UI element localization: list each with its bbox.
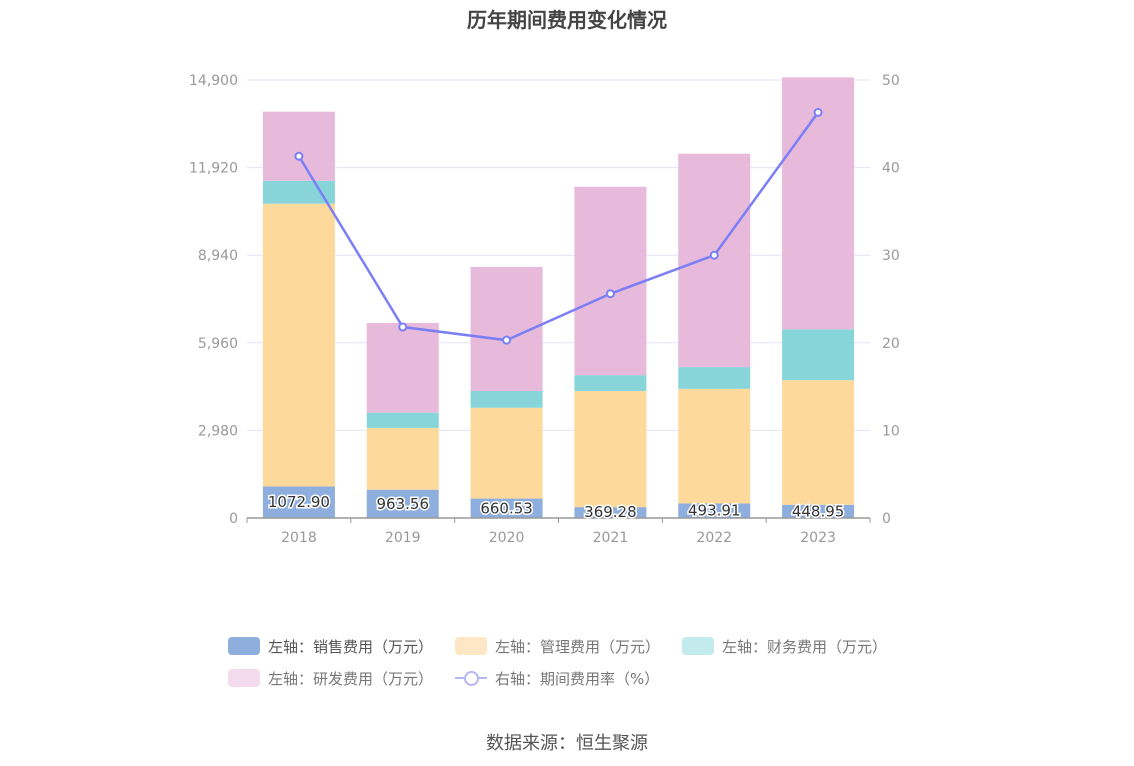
bar-segment-1 — [470, 407, 543, 499]
bar-segment-2 — [782, 329, 855, 381]
stacked-bar-line-chart: 0 0 2,980 10 5,960 20 8,940 30 11,920 40 14,900 50 2… — [189, 73, 900, 546]
rate-line — [297, 111, 820, 342]
bar-segment-2 — [470, 390, 543, 408]
legend-swatch-admin — [455, 637, 488, 655]
right-axis-tick-label: 40 — [882, 161, 900, 177]
bar-segment-0 — [470, 498, 543, 518]
bar-segment-1 — [366, 427, 439, 490]
bar-segment-3 — [574, 186, 647, 376]
legend-label-rate: 右轴：期间费用率（%） — [495, 669, 660, 688]
legend-item-finance[interactable]: 左轴：财务费用（万元） — [682, 636, 887, 657]
legend-swatch-rnd — [228, 669, 260, 687]
legend-item-rnd[interactable]: 左轴：研发费用（万元） — [228, 668, 433, 689]
legend-swatch-sales — [228, 637, 260, 655]
data-label: 369.28 — [584, 503, 637, 521]
rate-point — [709, 250, 719, 260]
legend-swatch-finance — [682, 637, 715, 655]
right-axis-tick-label: 10 — [882, 423, 900, 439]
data-label: 1072.90 — [268, 493, 330, 511]
left-axis-tick-label: 14,900 — [189, 73, 238, 89]
right-axis-tick-label: 30 — [882, 248, 900, 264]
left-axis-tick-label: 0 — [229, 511, 238, 527]
bar-segment-2 — [262, 180, 335, 204]
legend-label-rnd: 左轴：研发费用（万元） — [268, 669, 434, 688]
data-label: 963.56 — [377, 495, 430, 513]
bar-segment-0 — [262, 486, 335, 518]
rate-point — [294, 151, 304, 161]
legend-item-sales[interactable]: 左轴：销售费用（万元） — [228, 636, 433, 657]
x-axis-tick-label: 2021 — [593, 530, 629, 546]
x-axis-tick-label: 2018 — [281, 530, 317, 546]
data-label: 493.91 — [688, 502, 741, 520]
bar-segment-3 — [678, 153, 751, 368]
legend-label-admin: 左轴：管理费用（万元） — [495, 637, 661, 656]
right-axis-tick-label: 0 — [882, 511, 891, 527]
rate-point — [605, 289, 615, 299]
bar-segment-2 — [574, 375, 647, 392]
chart-title: 历年期间费用变化情况 — [467, 8, 667, 32]
legend: 左轴：销售费用（万元） 左轴：管理费用（万元） 左轴：财务费用（万元） 左轴：研… — [228, 630, 928, 694]
bar-segment-0 — [678, 503, 751, 518]
legend-swatch-rate — [455, 669, 488, 687]
legend-label-sales: 左轴：销售费用（万元） — [268, 637, 434, 656]
x-axis-tick-label: 2020 — [489, 530, 525, 546]
x-axis-tick-label: 2022 — [696, 530, 732, 546]
right-axis-tick-label: 50 — [882, 73, 900, 89]
bar-segment-1 — [782, 380, 855, 505]
bar-segment-3 — [366, 323, 439, 413]
bar-segment-3 — [782, 77, 855, 330]
x-axis-tick-label: 2023 — [800, 530, 836, 546]
rate-point — [398, 322, 408, 332]
x-axis-tick-label: 2019 — [385, 530, 421, 546]
bar-segment-0 — [366, 489, 439, 518]
bar-segment-1 — [262, 203, 335, 487]
left-axis-tick-label: 8,940 — [198, 248, 238, 264]
data-label: 448.95 — [792, 502, 845, 520]
bar-segment-2 — [366, 412, 439, 428]
bar-segment-2 — [678, 367, 751, 389]
left-axis-tick-label: 2,980 — [198, 423, 238, 439]
rate-point — [813, 107, 823, 117]
bar-segment-0 — [574, 507, 647, 518]
data-source: 数据来源：恒生聚源 — [486, 733, 648, 754]
bar-segment-1 — [574, 391, 647, 508]
left-axis-tick-label: 11,920 — [189, 161, 238, 177]
left-axis-tick-label: 5,960 — [198, 336, 238, 352]
legend-item-admin[interactable]: 左轴：管理费用（万元） — [455, 636, 660, 657]
right-axis-tick-label: 20 — [882, 336, 900, 352]
rate-point — [502, 335, 512, 345]
data-label: 660.53 — [480, 499, 533, 517]
bar-segment-1 — [678, 388, 751, 504]
bar-segment-3 — [262, 111, 335, 181]
bar-segment-0 — [782, 504, 855, 518]
legend-item-rate[interactable]: 右轴：期间费用率（%） — [455, 668, 659, 689]
legend-label-finance: 左轴：财务费用（万元） — [722, 637, 888, 656]
